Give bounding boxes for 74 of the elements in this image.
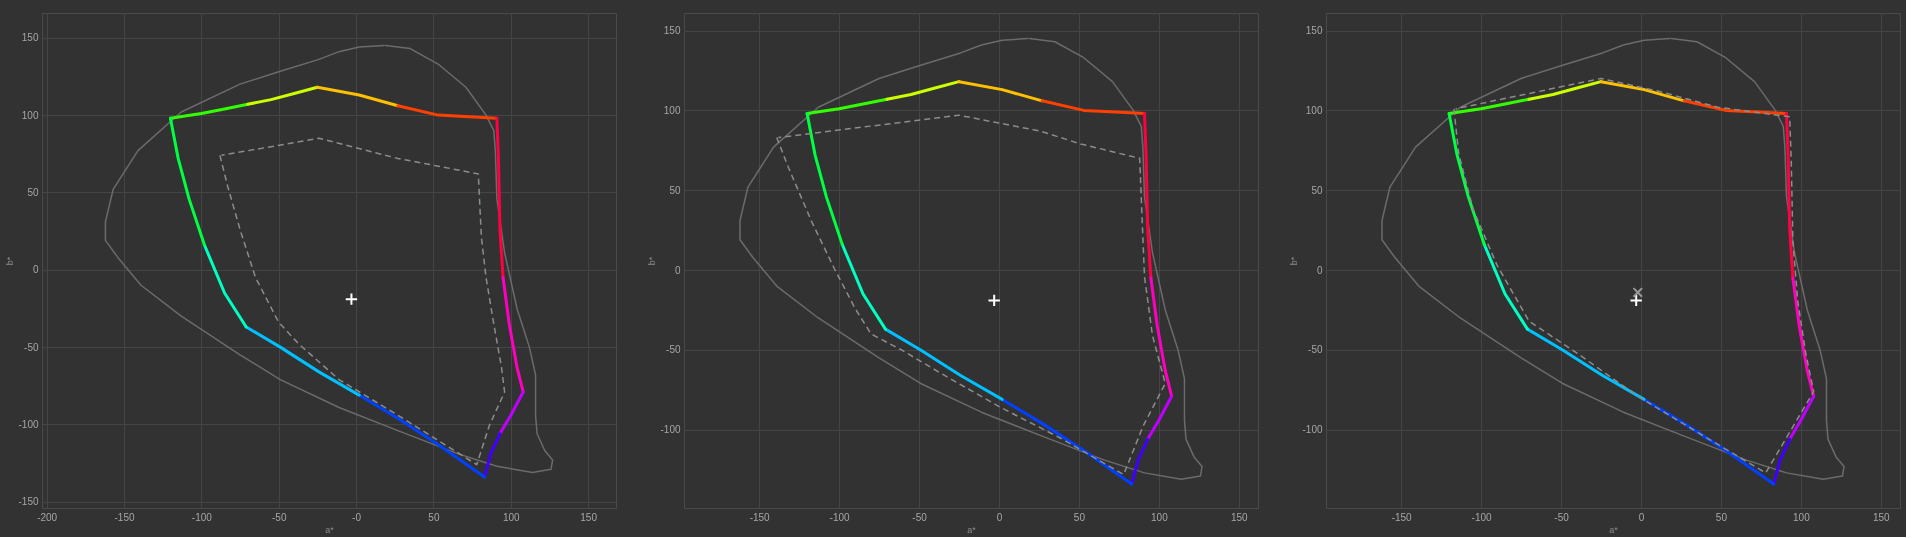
line-series — [1040, 99, 1146, 116]
y-axis-title: b* — [647, 256, 658, 266]
line-series — [168, 116, 206, 247]
x-tick-label: -0 — [352, 511, 362, 523]
x-tick-label: -100 — [1471, 511, 1493, 523]
line-series — [219, 137, 506, 466]
line-series — [1149, 276, 1174, 398]
y-tick-label: 150 — [1305, 25, 1323, 37]
y-tick-label: 150 — [663, 25, 681, 37]
y-axis-title: b* — [5, 256, 16, 266]
x-tick-label: 100 — [1793, 511, 1811, 523]
line-series — [739, 37, 1203, 481]
y-tick-label: 100 — [1305, 104, 1323, 116]
y-tick-label: -50 — [1308, 344, 1323, 356]
y-tick-label: -50 — [24, 341, 39, 353]
line-series — [357, 393, 486, 479]
line-series — [501, 276, 525, 394]
line-series — [1784, 112, 1795, 280]
x-tick-label: -200 — [37, 511, 58, 523]
y-tick-label: -100 — [1302, 424, 1323, 436]
line-series — [396, 104, 499, 120]
line-series — [1453, 77, 1815, 474]
y-tick-label: -150 — [18, 496, 39, 508]
line-series — [885, 80, 961, 101]
x-axis-title: a* — [325, 524, 335, 535]
x-tick-label: -100 — [829, 511, 851, 523]
x-tick-label: -50 — [912, 511, 928, 523]
y-tick-label: -50 — [666, 344, 681, 356]
x-tick-label: 100 — [502, 511, 521, 523]
y-tick-label: -100 — [18, 418, 39, 430]
line-series — [1000, 397, 1134, 486]
y-tick-label: 0 — [32, 264, 39, 276]
line-series — [775, 114, 1167, 476]
x-axis-title: a* — [967, 524, 977, 535]
line-series — [805, 97, 889, 116]
y-tick-label: 50 — [1311, 184, 1323, 196]
x-tick-label: 150 — [1230, 511, 1249, 523]
x-tick-label: 150 — [580, 511, 598, 523]
line-series — [495, 116, 505, 280]
x-tick-label: -150 — [114, 511, 135, 523]
line-series — [1447, 97, 1531, 116]
x-tick-label: -100 — [191, 511, 213, 523]
x-tick-label: -150 — [1391, 511, 1413, 523]
line-series — [1142, 112, 1153, 280]
line-series — [104, 44, 554, 474]
line-series — [244, 325, 361, 397]
x-tick-label: 0 — [996, 511, 1003, 523]
x-tick-label: 50 — [1073, 511, 1086, 523]
line-series — [1381, 37, 1845, 481]
line-series — [1791, 276, 1816, 398]
x-tick-label: 100 — [1151, 511, 1169, 523]
y-tick-label: 100 — [21, 109, 39, 121]
line-series — [805, 112, 844, 247]
y-axis-title: b* — [1289, 256, 1300, 266]
line-series — [1525, 327, 1646, 401]
line-series — [246, 85, 319, 106]
line-series — [1527, 80, 1603, 101]
x-tick-label: -50 — [271, 511, 287, 523]
x-tick-label: 50 — [1715, 511, 1728, 523]
line-series — [883, 327, 1004, 401]
y-tick-label: 50 — [27, 186, 39, 198]
y-tick-label: 100 — [663, 104, 681, 116]
y-tick-label: 0 — [1316, 264, 1323, 276]
y-tick-label: 150 — [21, 32, 39, 44]
y-tick-label: 0 — [674, 264, 681, 276]
x-tick-label: -150 — [749, 511, 771, 523]
y-tick-label: 50 — [669, 184, 681, 196]
x-tick-label: 0 — [1638, 511, 1645, 523]
y-tick-label: -100 — [660, 424, 681, 436]
line-series — [1447, 112, 1486, 247]
x-tick-label: -50 — [1554, 511, 1570, 523]
x-tick-label: 50 — [428, 511, 440, 523]
x-axis-title: a* — [1609, 524, 1619, 535]
x-tick-label: 150 — [1872, 511, 1891, 523]
